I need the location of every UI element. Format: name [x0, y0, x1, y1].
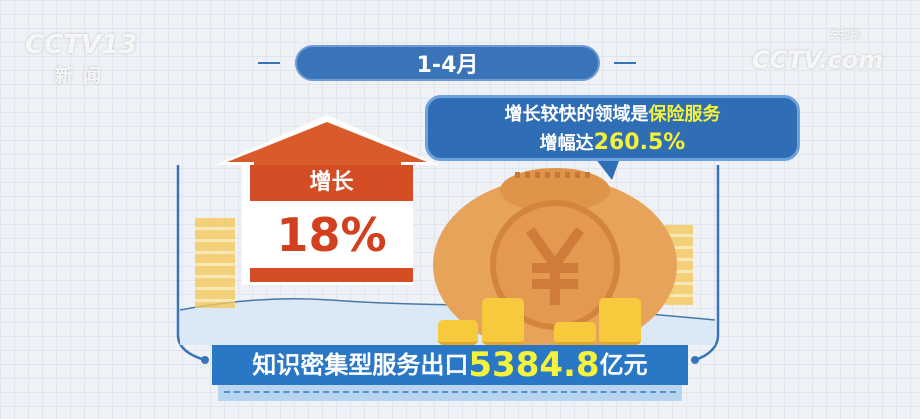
banner-underline	[218, 385, 682, 401]
callout-tail	[595, 158, 620, 180]
title-divider-left	[258, 62, 280, 64]
site-name-watermark: 央视网	[830, 30, 860, 41]
cctv-com-logo: CCTV.com	[752, 46, 884, 74]
coin-stack	[438, 320, 478, 345]
coin-stack	[482, 298, 524, 345]
growth-label: 增长	[250, 165, 413, 201]
cctv13-logo: CCTV13	[25, 30, 138, 60]
callout-percentage: 260.5%	[593, 130, 686, 155]
channel-name-watermark: 新闻	[55, 66, 111, 87]
growth-card-bar	[250, 268, 413, 282]
callout-text: 增幅达	[539, 133, 594, 154]
coin-stack	[554, 322, 596, 345]
banner-unit: 亿元	[599, 351, 648, 379]
background-coin-stack-left	[195, 218, 235, 308]
growth-value: 18%	[276, 208, 387, 262]
callout-bubble: 增长较快的领域是保险服务 增幅达260.5%	[425, 95, 800, 161]
title-divider-right	[614, 62, 636, 64]
yen-icon	[525, 227, 585, 305]
export-banner: 知识密集型服务出口 5384.8 亿元	[212, 345, 688, 385]
period-title: 1-4月	[295, 45, 600, 81]
callout-text: 增长较快的领域是	[504, 104, 649, 125]
coin-stack	[599, 298, 641, 345]
banner-label: 知识密集型服务出口	[252, 351, 469, 379]
banner-value: 5384.8	[468, 345, 600, 385]
callout-highlight: 保险服务	[648, 104, 721, 125]
